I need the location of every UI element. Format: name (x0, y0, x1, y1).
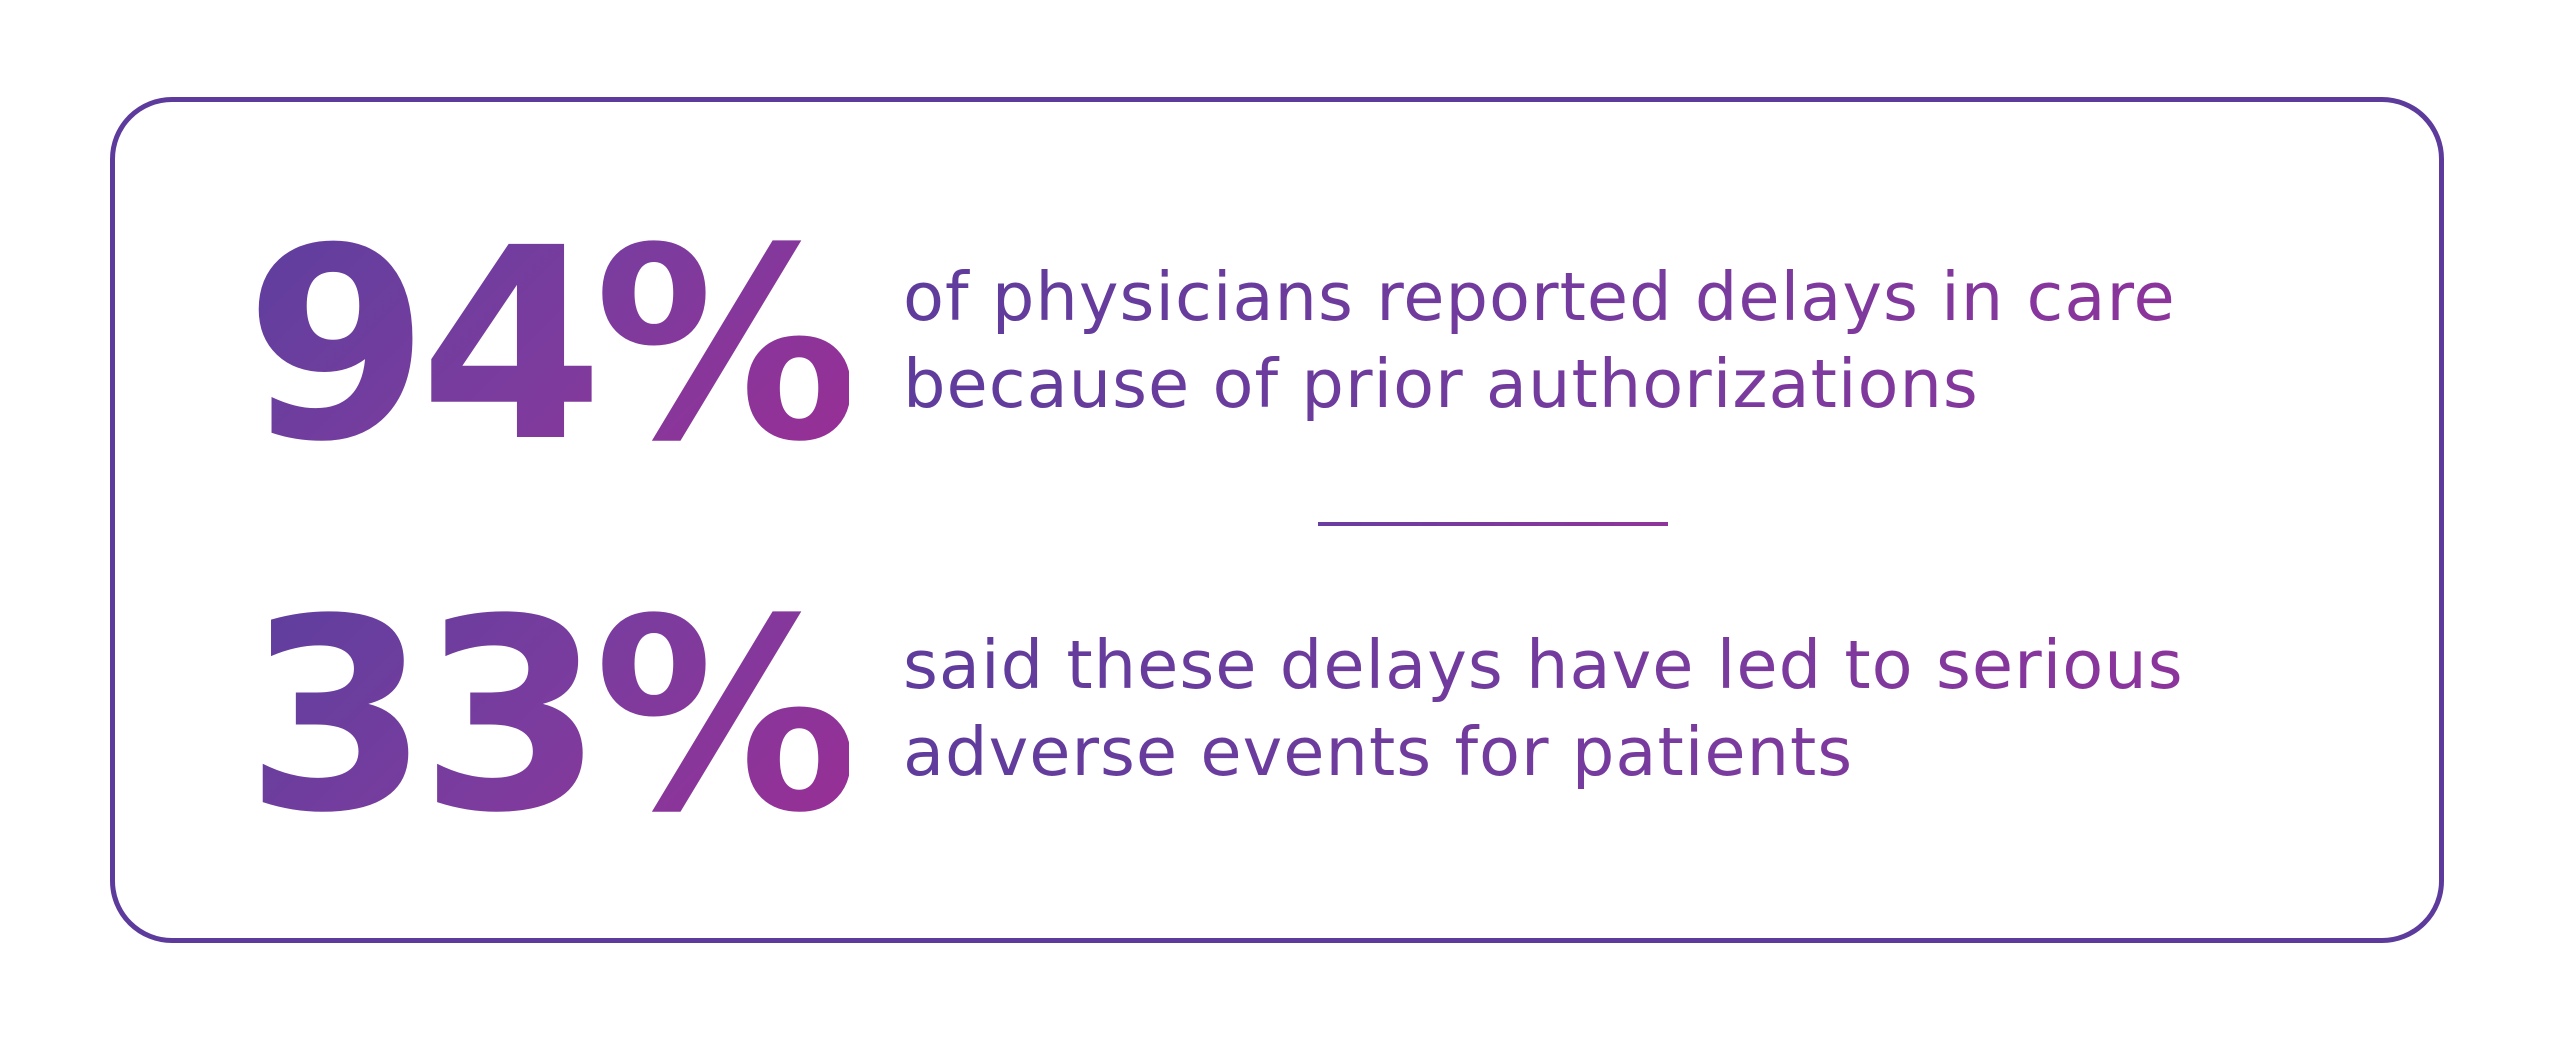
divider-line (1318, 522, 1668, 526)
stat-description-line: adverse events for patients (903, 713, 1854, 791)
stat-description-line: said these delays have led to serious (903, 626, 2184, 704)
stat-value-physicians-delays: 94% (245, 192, 859, 500)
stats-card (110, 97, 2444, 943)
stat-description-line: because of prior authorizations (903, 345, 1979, 423)
stat-description-physicians-delays: of physicians reported delays in care be… (903, 254, 2403, 428)
stat-description-serious-adverse-events: said these delays have led to serious ad… (903, 622, 2403, 796)
stat-value-serious-adverse-events: 33% (245, 563, 859, 871)
stat-description-line: of physicians reported delays in care (903, 258, 2176, 336)
